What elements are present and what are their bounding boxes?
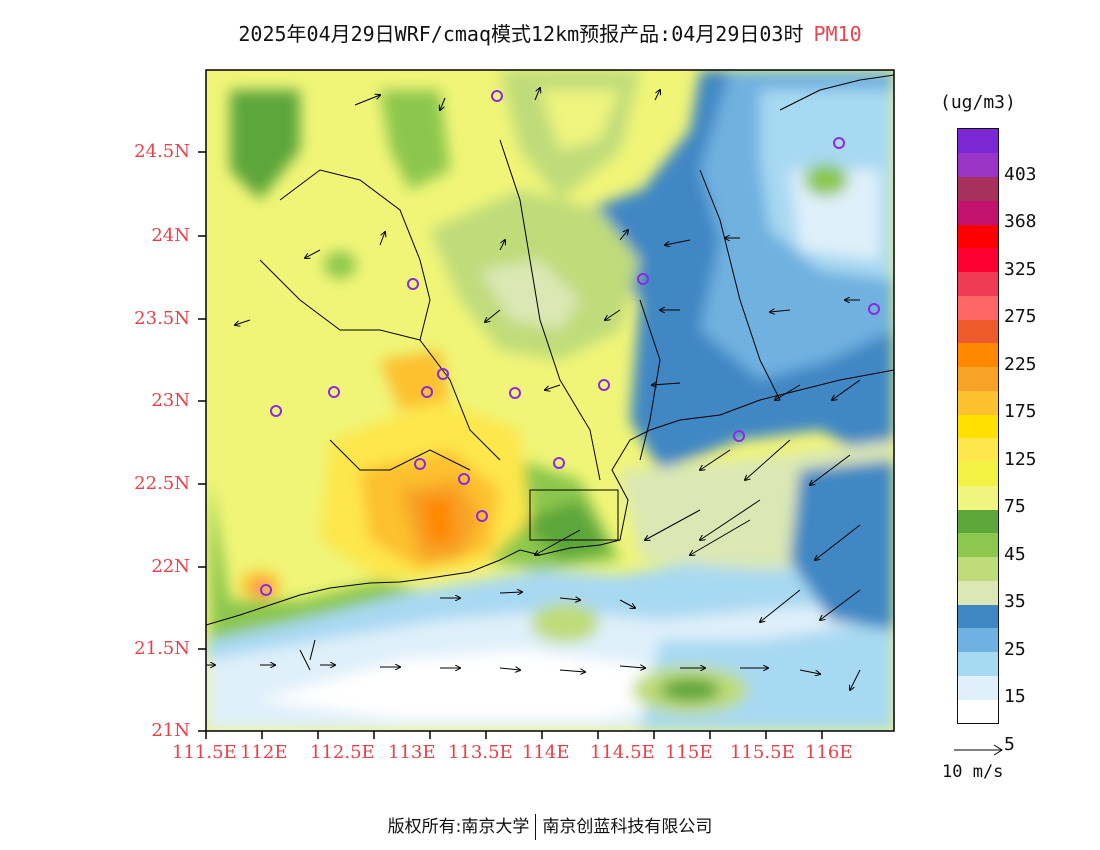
pollutant-label: PM10 xyxy=(813,22,862,46)
colorbar-tick-label: 325 xyxy=(1004,258,1037,280)
colorbar-swatch xyxy=(958,699,998,724)
lat-label: 22.5N xyxy=(134,473,190,494)
colorbar-tick-label: 225 xyxy=(1004,353,1037,375)
wind-reference-label: 10 m/s xyxy=(942,762,1004,782)
lon-label: 115E xyxy=(665,742,713,763)
copyright-footer: 版权所有:南京大学 南京创蓝科技有限公司 xyxy=(0,812,1100,840)
lat-label: 23.5N xyxy=(134,308,190,329)
colorbar-swatch xyxy=(958,390,998,415)
colorbar-swatch xyxy=(958,675,998,700)
map-title: 2025年04月29日WRF/cmaq模式12km预报产品:04月29日03时 P… xyxy=(0,18,1100,47)
colorbar-swatch xyxy=(958,485,998,510)
colorbar-swatch xyxy=(958,176,998,201)
wind-reference-arrow xyxy=(954,744,1003,756)
lat-label: 21N xyxy=(151,720,190,741)
colorbar-tick-label: 403 xyxy=(1004,163,1037,185)
lat-label: 23N xyxy=(151,390,190,411)
lat-label: 24N xyxy=(151,225,190,246)
colorbar-tick-label: 368 xyxy=(1004,211,1037,233)
lon-label: 112E xyxy=(240,742,288,763)
lon-label: 114.5E xyxy=(590,742,655,763)
colorbar-tick-label: 5 xyxy=(1004,733,1015,755)
colorbar-swatch xyxy=(958,532,998,558)
lon-label: 116E xyxy=(805,742,853,763)
footer-company: 南京创蓝科技有限公司 xyxy=(542,817,713,837)
lat-label: 22N xyxy=(151,556,190,577)
colorbar-swatch xyxy=(958,651,998,676)
colorbar-swatch xyxy=(958,437,998,463)
colorbar-tick-label: 25 xyxy=(1004,638,1026,660)
colorbar-swatch xyxy=(958,414,998,439)
lon-label: 113E xyxy=(388,742,436,763)
colorbar-swatch xyxy=(958,247,998,273)
colorbar-swatch xyxy=(958,627,998,653)
colorbar-tick-label: 175 xyxy=(1004,401,1037,423)
colorbar-swatch xyxy=(958,200,998,225)
colorbar-swatch xyxy=(958,580,998,605)
lon-label: 113.5E xyxy=(448,742,513,763)
colorbar-swatch xyxy=(958,509,998,534)
colorbar-swatch xyxy=(958,224,998,249)
colorbar-tick-label: 75 xyxy=(1004,496,1026,518)
colorbar-swatch xyxy=(958,604,998,629)
colorbar-swatch xyxy=(958,461,998,486)
colorbar-swatch xyxy=(958,271,998,296)
footer-divider xyxy=(535,814,537,840)
footer-owner: 版权所有:南京大学 xyxy=(387,817,530,837)
colorbar-units: (ug/m3) xyxy=(940,92,1016,113)
title-text: 2025年04月29日WRF/cmaq模式12km预报产品:04月29日03时 xyxy=(238,22,804,46)
colorbar-swatch xyxy=(958,342,998,368)
colorbar-tick-label: 15 xyxy=(1004,686,1026,708)
colorbar-swatch xyxy=(958,152,998,177)
lon-label: 115.5E xyxy=(730,742,795,763)
lat-label: 21.5N xyxy=(134,638,190,659)
colorbar-tick-label: 45 xyxy=(1004,543,1026,565)
lat-label: 24.5N xyxy=(134,141,190,162)
lon-label: 111.5E xyxy=(172,742,237,763)
colorbar-swatch xyxy=(958,556,998,581)
colorbar-swatch xyxy=(958,319,998,344)
lon-label: 112.5E xyxy=(310,742,375,763)
colorbar-tick-label: 125 xyxy=(1004,448,1037,470)
colorbar-tick-label: 275 xyxy=(1004,306,1037,328)
colorbar-swatch xyxy=(958,295,998,320)
colorbar-swatch xyxy=(958,129,998,154)
colorbar-swatch xyxy=(958,366,998,391)
colorbar-tick-label: 35 xyxy=(1004,591,1026,613)
colorbar xyxy=(957,128,999,724)
lon-label: 114E xyxy=(522,742,570,763)
